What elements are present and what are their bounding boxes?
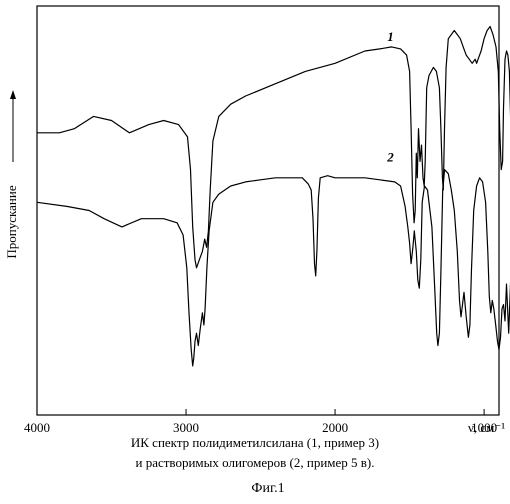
x-axis-ticks: 4000300020001000 (24, 409, 497, 435)
series-1-line (37, 20, 510, 267)
x-tick-label: 2000 (322, 420, 348, 435)
series-layer: 12 (37, 20, 510, 366)
x-tick-label: 3000 (173, 420, 199, 435)
x-axis-label: ν, см⁻¹ (468, 420, 505, 435)
series-2-label: 2 (386, 149, 394, 164)
plot-area: 4000300020001000 12 (24, 6, 510, 435)
y-axis-arrowhead (10, 90, 16, 99)
figure-caption-line-1: ИК спектр полидиметилсилана (1, пример 3… (131, 435, 379, 450)
series-1-label: 1 (387, 29, 394, 44)
series-2-line (37, 159, 510, 366)
figure-label: Фиг.1 (251, 481, 284, 496)
figure-caption-line-2: и растворимых олигомеров (2, пример 5 в)… (135, 455, 374, 470)
y-axis-label: Пропускание (4, 185, 19, 258)
y-axis-label-group: Пропускание (4, 90, 19, 259)
x-tick-label: 4000 (24, 420, 50, 435)
